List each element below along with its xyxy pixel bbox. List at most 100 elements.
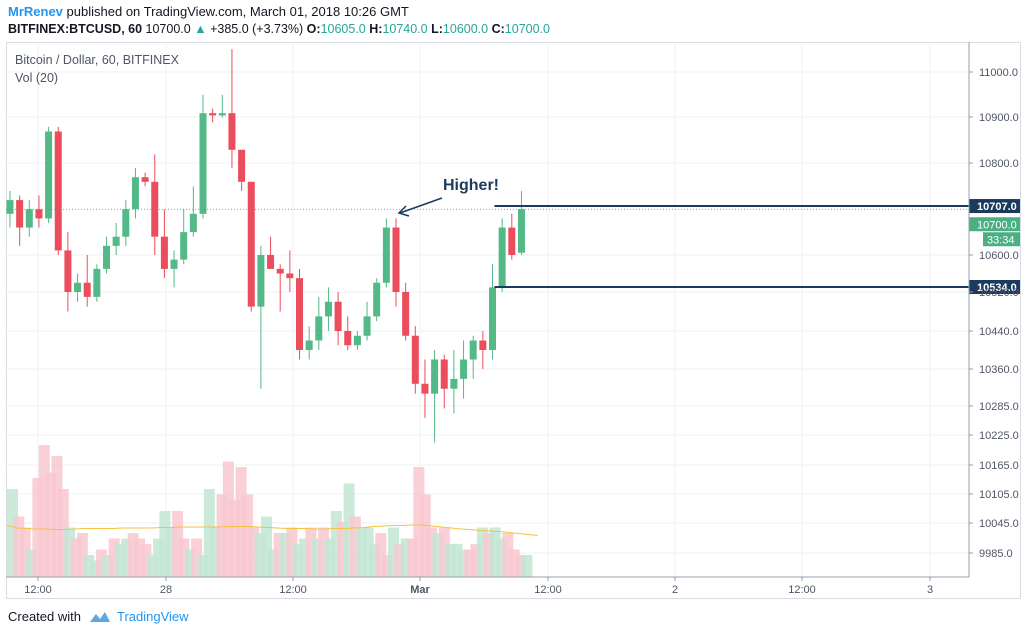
- time-tick-label: Mar: [410, 584, 430, 596]
- candle-body: [103, 245, 110, 269]
- volume-bar: [407, 538, 419, 577]
- tradingview-logo-icon: [89, 611, 110, 622]
- price-tick-label: 10285.0: [979, 401, 1019, 413]
- volume-bar: [172, 511, 184, 577]
- volume-bar: [337, 522, 349, 577]
- volume-bar: [13, 516, 25, 577]
- candle-body: [324, 301, 332, 317]
- volume-bar: [165, 527, 177, 577]
- volume-bar: [311, 538, 323, 577]
- low-label: L:: [431, 22, 443, 36]
- candle-body: [199, 113, 207, 214]
- candle-body: [267, 255, 275, 269]
- open-value: 10605.0: [320, 22, 366, 36]
- volume-bar: [470, 544, 482, 577]
- published-text: published on TradingView.com, March 01, …: [66, 4, 409, 19]
- time-tick-label: 12:00: [24, 584, 52, 596]
- volume-bar: [114, 544, 126, 577]
- volume-bar: [64, 527, 76, 577]
- candle-body: [35, 209, 43, 219]
- volume-bar: [261, 516, 272, 577]
- candle-body: [498, 227, 506, 288]
- candle-body: [382, 227, 390, 283]
- volume-bar: [457, 549, 469, 577]
- time-tick-label: 3: [927, 584, 933, 596]
- volume-bar: [400, 538, 412, 577]
- candle-body: [83, 282, 91, 297]
- volume-bar: [508, 549, 520, 577]
- candle-body: [460, 359, 468, 379]
- volume-bar: [19, 527, 31, 577]
- last-price: 10700.0: [145, 22, 191, 36]
- volume-bar: [388, 527, 399, 577]
- volume-ma-line: [6, 524, 538, 536]
- close-value: 10700.0: [504, 22, 550, 36]
- candle-body: [489, 287, 496, 350]
- volume-bar: [45, 472, 57, 577]
- volume-bar: [343, 483, 355, 577]
- candle-body: [45, 131, 53, 219]
- volume-bar: [254, 533, 266, 577]
- volume-bar: [95, 549, 107, 577]
- close-label: C:: [491, 22, 505, 36]
- candle-body: [189, 213, 197, 233]
- volume-bar: [495, 538, 507, 577]
- last-price-label: 10700.0: [977, 219, 1017, 231]
- volume-bar: [305, 527, 317, 577]
- volume-bar: [210, 527, 222, 577]
- price-change: +385.0 (+3.73%): [210, 22, 304, 36]
- high-label: H:: [369, 22, 383, 36]
- candle-body: [363, 316, 371, 336]
- volume-bar: [241, 494, 253, 577]
- tradingview-brand[interactable]: TradingView: [116, 609, 189, 624]
- volume-bar: [502, 533, 514, 577]
- price-tick-label: 10520.0: [979, 287, 1019, 299]
- candle-body: [296, 278, 303, 350]
- price-tick-label: 10165.0: [979, 460, 1019, 472]
- volume-bar: [70, 538, 82, 577]
- volume-bar: [419, 494, 431, 577]
- price-tick-label: 10800.0: [979, 158, 1019, 170]
- volume-bar: [83, 555, 95, 577]
- candle-body: [508, 227, 516, 255]
- candle-body: [180, 232, 188, 260]
- candle-body: [228, 113, 236, 150]
- chart-area[interactable]: 10707.0 10534.0 10700.0 33:34 Bitcoin / Dol…: [6, 42, 1021, 599]
- open-label: O:: [306, 22, 321, 36]
- volume-bar: [521, 555, 533, 577]
- volume-bar: [413, 467, 425, 577]
- volume-bar: [280, 533, 292, 577]
- candle-body: [74, 282, 82, 292]
- price-tick-label: 11000.0: [979, 67, 1018, 79]
- volume-bar: [381, 555, 393, 577]
- symbol-line: BITFINEX:BTCUSD, 60 10700.0 ▲ +385.0 (+3…: [8, 22, 550, 36]
- candle-body: [315, 316, 323, 341]
- candlestick-chart[interactable]: 10707.0 10534.0 10700.0 33:34 Bitcoin / Dol…: [6, 42, 1021, 599]
- volume-bar: [203, 489, 215, 577]
- price-tick-label: 10105.0: [979, 489, 1019, 501]
- volume-bar: [349, 516, 361, 577]
- volume-bar: [235, 467, 247, 577]
- candle-body: [353, 335, 361, 346]
- candle-body: [151, 181, 159, 237]
- price-tick-label: 10360.0: [979, 364, 1019, 376]
- created-with-text: Created with: [8, 609, 81, 624]
- level-price-tag: [969, 280, 1020, 294]
- annotation-arrow-icon: [397, 197, 443, 217]
- candle-body: [238, 149, 246, 182]
- candle-body: [469, 340, 477, 360]
- level-price-label: 10534.0: [977, 282, 1017, 294]
- candle-body: [344, 331, 352, 346]
- volume-bar: [140, 544, 152, 577]
- author-name[interactable]: MrRenev: [8, 4, 63, 19]
- price-tick-label: 9985.0: [979, 548, 1013, 560]
- candle-body: [286, 273, 294, 279]
- annotation-text: Higher!: [443, 177, 499, 194]
- volume-bar: [375, 533, 387, 577]
- price-tick-label: 10225.0: [979, 430, 1019, 442]
- candle-body: [141, 177, 149, 182]
- price-tick-label: 10440.0: [979, 326, 1019, 338]
- volume-bar: [318, 527, 330, 577]
- candle-body: [64, 250, 72, 292]
- volume-bar: [146, 555, 158, 577]
